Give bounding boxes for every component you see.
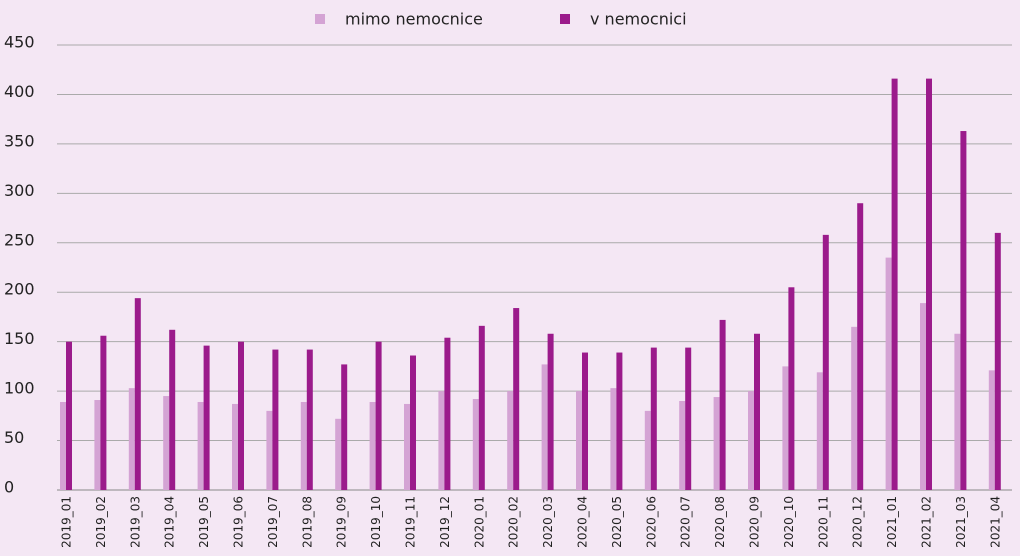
bar xyxy=(238,341,244,490)
y-tick-label: 250 xyxy=(4,230,35,249)
x-tick-label: 2021_02 xyxy=(920,496,934,548)
bar xyxy=(719,319,726,490)
bar xyxy=(610,388,617,490)
bar xyxy=(891,78,898,490)
bar xyxy=(60,401,66,490)
bar xyxy=(851,326,858,490)
bar xyxy=(679,401,686,490)
bar xyxy=(100,335,107,490)
bar xyxy=(644,410,651,490)
y-tick-label: 450 xyxy=(4,33,35,52)
y-tick-label: 350 xyxy=(4,131,35,150)
x-tick-label: 2019_07 xyxy=(266,496,280,548)
y-tick-label: 150 xyxy=(4,329,35,348)
bar xyxy=(513,308,520,490)
bar xyxy=(988,370,995,490)
bar xyxy=(472,399,479,490)
x-tick-label: 2020_06 xyxy=(644,496,658,548)
bar xyxy=(857,203,864,490)
x-tick-label: 2020_01 xyxy=(472,496,486,548)
x-tick-label: 2019_06 xyxy=(232,496,246,548)
legend-label: mimo nemocnice xyxy=(345,10,483,29)
bar xyxy=(920,303,926,490)
legend-swatch xyxy=(560,14,570,24)
x-tick-label: 2019_12 xyxy=(438,496,452,548)
bar xyxy=(369,401,376,490)
x-tick-label: 2019_10 xyxy=(369,496,383,548)
legend-swatch xyxy=(315,14,325,24)
y-tick-label: 300 xyxy=(4,181,35,200)
bar xyxy=(300,401,307,490)
bar xyxy=(954,333,961,490)
bar xyxy=(438,391,445,490)
bar xyxy=(748,391,754,490)
bar xyxy=(335,418,342,490)
y-tick-label: 0 xyxy=(4,478,14,497)
x-tick-label: 2020_07 xyxy=(679,496,693,548)
bar xyxy=(960,131,967,491)
x-tick-label: 2019_08 xyxy=(300,496,314,548)
x-tick-label: 2019_05 xyxy=(197,496,211,548)
x-tick-label: 2020_08 xyxy=(713,496,727,548)
y-tick-label: 100 xyxy=(4,379,35,398)
bar xyxy=(197,401,204,490)
bar xyxy=(541,364,548,490)
bar xyxy=(994,232,1001,490)
bar xyxy=(547,333,554,490)
bar xyxy=(306,349,313,490)
legend-label: v nemocnici xyxy=(590,10,687,29)
x-tick-label: 2020_03 xyxy=(541,496,555,548)
bar xyxy=(341,364,348,490)
x-tick-label: 2021_03 xyxy=(954,496,968,548)
y-tick-label: 50 xyxy=(4,428,24,447)
bar xyxy=(66,341,72,490)
bar xyxy=(616,352,623,490)
bar xyxy=(822,234,829,490)
bar xyxy=(375,341,382,490)
x-tick-label: 2019_11 xyxy=(404,496,418,548)
bar xyxy=(134,298,141,490)
x-tick-label: 2019_04 xyxy=(163,496,177,548)
x-tick-label: 2019_03 xyxy=(128,496,142,548)
bar xyxy=(685,347,692,490)
x-tick-label: 2020_05 xyxy=(610,496,624,548)
bar xyxy=(650,347,657,490)
bar xyxy=(272,349,279,490)
x-tick-label: 2020_11 xyxy=(816,496,830,548)
bar xyxy=(713,397,720,490)
y-tick-label: 400 xyxy=(4,82,35,101)
bar xyxy=(163,396,170,490)
bar xyxy=(582,352,588,490)
bar xyxy=(754,333,760,490)
bar xyxy=(410,355,416,490)
x-tick-label: 2019_02 xyxy=(94,496,108,548)
x-tick-label: 2021_01 xyxy=(885,496,899,548)
x-tick-label: 2019_01 xyxy=(60,496,74,548)
bar xyxy=(266,410,273,490)
bar xyxy=(926,78,932,490)
x-tick-label: 2020_04 xyxy=(576,496,590,548)
bar xyxy=(203,345,210,490)
bar xyxy=(816,372,823,490)
y-tick-label: 200 xyxy=(4,280,35,299)
bar xyxy=(128,388,135,490)
bar xyxy=(782,366,789,490)
bar xyxy=(507,391,514,490)
bar xyxy=(576,391,582,490)
bar xyxy=(444,337,451,490)
bar xyxy=(94,400,101,490)
bar xyxy=(169,329,176,490)
x-tick-label: 2020_12 xyxy=(851,496,865,548)
x-tick-label: 2021_04 xyxy=(988,496,1002,548)
bar xyxy=(232,403,238,490)
x-tick-label: 2019_09 xyxy=(335,496,349,548)
bar xyxy=(885,257,892,490)
x-tick-label: 2020_10 xyxy=(782,496,796,548)
bar xyxy=(478,325,485,490)
bar xyxy=(788,287,795,490)
x-tick-label: 2020_09 xyxy=(748,496,762,548)
x-tick-label: 2020_02 xyxy=(507,496,521,548)
bar xyxy=(404,403,410,490)
